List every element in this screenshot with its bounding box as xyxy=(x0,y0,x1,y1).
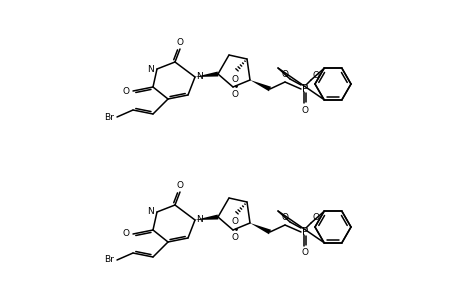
Text: O: O xyxy=(312,70,319,80)
Text: Br: Br xyxy=(104,112,114,122)
Text: O: O xyxy=(176,181,183,190)
Polygon shape xyxy=(249,80,270,91)
Text: N: N xyxy=(196,214,203,224)
Text: O: O xyxy=(301,248,308,257)
Text: P: P xyxy=(301,84,308,94)
Text: O: O xyxy=(231,89,238,98)
Text: N: N xyxy=(196,71,203,80)
Text: O: O xyxy=(231,218,238,226)
Text: N: N xyxy=(147,208,154,217)
Text: O: O xyxy=(231,74,238,83)
Polygon shape xyxy=(195,71,218,77)
Text: O: O xyxy=(281,70,288,79)
Text: O: O xyxy=(231,232,238,242)
Text: O: O xyxy=(312,214,319,223)
Text: N: N xyxy=(147,64,154,74)
Text: O: O xyxy=(301,106,308,115)
Text: P: P xyxy=(301,227,308,237)
Text: O: O xyxy=(122,86,129,95)
Text: O: O xyxy=(176,38,183,46)
Polygon shape xyxy=(249,223,270,234)
Text: O: O xyxy=(281,212,288,221)
Polygon shape xyxy=(195,214,218,220)
Text: Br: Br xyxy=(104,256,114,265)
Text: O: O xyxy=(122,230,129,238)
